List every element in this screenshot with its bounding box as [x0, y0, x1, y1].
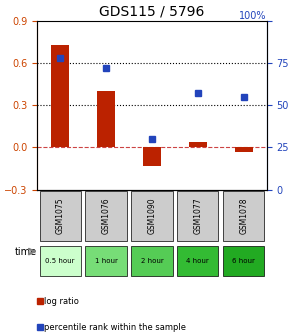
Text: log ratio: log ratio	[44, 297, 79, 306]
Bar	[189, 142, 207, 148]
Text: 6 hour: 6 hour	[232, 258, 255, 264]
FancyBboxPatch shape	[86, 246, 127, 276]
Bar	[51, 45, 69, 148]
FancyBboxPatch shape	[223, 191, 264, 241]
Title: GDS115 / 5796: GDS115 / 5796	[99, 4, 205, 18]
Text: 1 hour: 1 hour	[95, 258, 117, 264]
FancyBboxPatch shape	[40, 246, 81, 276]
Text: 2 hour: 2 hour	[141, 258, 163, 264]
Bar	[234, 148, 253, 152]
Text: 100%: 100%	[239, 11, 267, 21]
FancyBboxPatch shape	[131, 191, 173, 241]
Text: GSM1078: GSM1078	[239, 198, 248, 234]
Text: GSM1075: GSM1075	[56, 198, 65, 234]
Text: 4 hour: 4 hour	[186, 258, 209, 264]
Text: GSM1077: GSM1077	[193, 198, 202, 234]
FancyBboxPatch shape	[177, 191, 219, 241]
Text: time: time	[15, 247, 37, 257]
FancyBboxPatch shape	[223, 246, 264, 276]
Text: 0.5 hour: 0.5 hour	[45, 258, 75, 264]
Bar	[97, 91, 115, 148]
FancyBboxPatch shape	[86, 191, 127, 241]
FancyBboxPatch shape	[131, 246, 173, 276]
Text: GSM1090: GSM1090	[147, 198, 156, 234]
FancyBboxPatch shape	[177, 246, 219, 276]
FancyBboxPatch shape	[40, 191, 81, 241]
Bar	[143, 148, 161, 166]
Text: GSM1076: GSM1076	[102, 198, 110, 234]
Text: percentile rank within the sample: percentile rank within the sample	[44, 323, 186, 332]
